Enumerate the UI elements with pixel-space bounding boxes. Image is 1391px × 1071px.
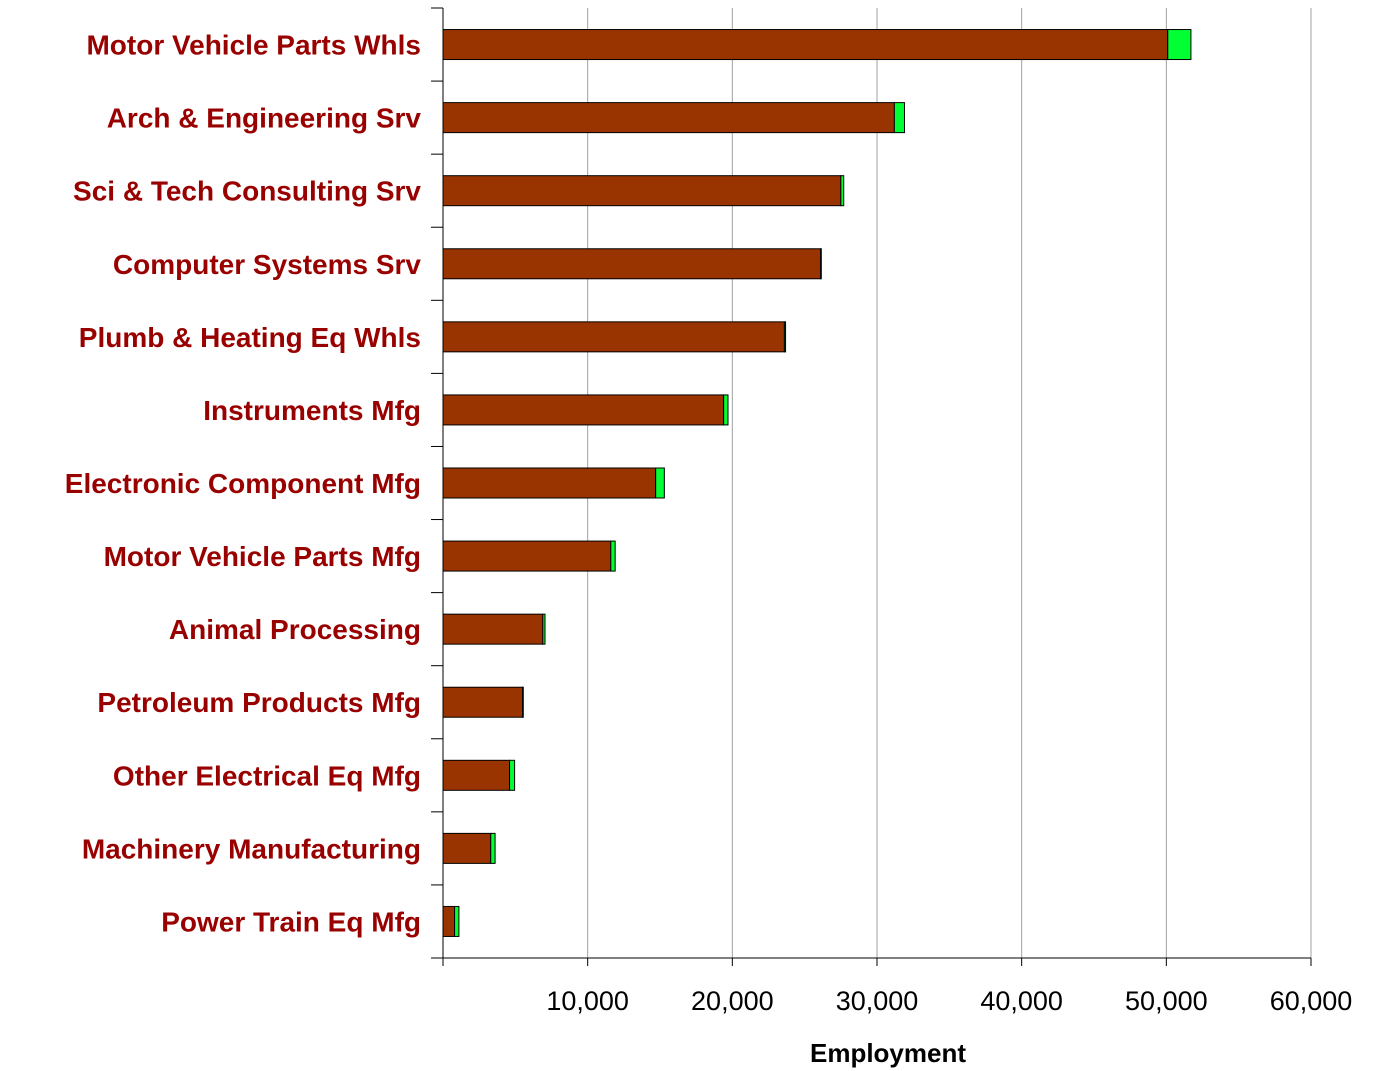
gridlines [587,8,1312,958]
bar-segment-secondary [783,321,787,353]
x-tick-labels: 10,000 20,000 30,000 40,000 50,000 60,000 [546,986,1352,1016]
category-labels: Motor Vehicle Parts Whls Arch & Engineeri… [65,30,422,938]
bars [442,29,1192,937]
bar-segment-secondary [655,467,665,499]
bar-segment-primary [442,394,725,426]
bar-segment-primary [442,540,612,572]
x-tick-label: 10,000 [546,986,629,1016]
bar-segment-primary [442,613,544,645]
axes [431,7,1312,966]
bar-segment-primary [442,175,842,207]
bar-segment-primary [442,832,492,864]
category-label: Plumb & Heating Eq Whls [79,322,421,353]
x-axis-title: Employment [810,1038,966,1068]
category-label: Electronic Component Mfg [65,468,421,499]
bar-segment-secondary [522,686,524,718]
category-label: Machinery Manufacturing [82,833,421,864]
bar-segment-secondary [610,540,616,572]
category-label: Petroleum Products Mfg [97,687,421,718]
bar-segment-secondary [820,248,822,280]
x-tick-label: 30,000 [836,986,919,1016]
bar-segment-primary [442,29,1169,61]
category-label: Motor Vehicle Parts Whls [86,30,421,61]
category-label: Computer Systems Srv [113,249,422,280]
category-label: Instruments Mfg [203,395,421,426]
bar-segment-secondary [454,905,460,937]
category-label: Animal Processing [169,614,421,645]
bar-segment-primary [442,905,456,937]
category-label: Arch & Engineering Srv [107,103,422,134]
bar-segment-secondary [490,832,496,864]
bar-segment-primary [442,686,524,718]
x-tick-label: 60,000 [1270,986,1353,1016]
bar-segment-secondary [1167,29,1192,61]
bar-segment-secondary [840,175,845,207]
bar-segment-secondary [893,102,905,134]
bar-segment-primary [442,467,657,499]
x-tick-label: 40,000 [980,986,1063,1016]
category-label: Other Electrical Eq Mfg [113,760,421,791]
bar-segment-secondary [542,613,546,645]
category-label: Power Train Eq Mfg [161,906,421,937]
bar-segment-secondary [723,394,729,426]
bar-segment-primary [442,102,895,134]
bar-segment-primary [442,248,822,280]
bar-segment-secondary [509,759,516,791]
bar-segment-primary [442,321,785,353]
x-tick-label: 50,000 [1125,986,1208,1016]
category-label: Motor Vehicle Parts Mfg [104,541,421,572]
x-tick-label: 20,000 [691,986,774,1016]
bar-segment-primary [442,759,511,791]
category-label: Sci & Tech Consulting Srv [73,176,421,207]
